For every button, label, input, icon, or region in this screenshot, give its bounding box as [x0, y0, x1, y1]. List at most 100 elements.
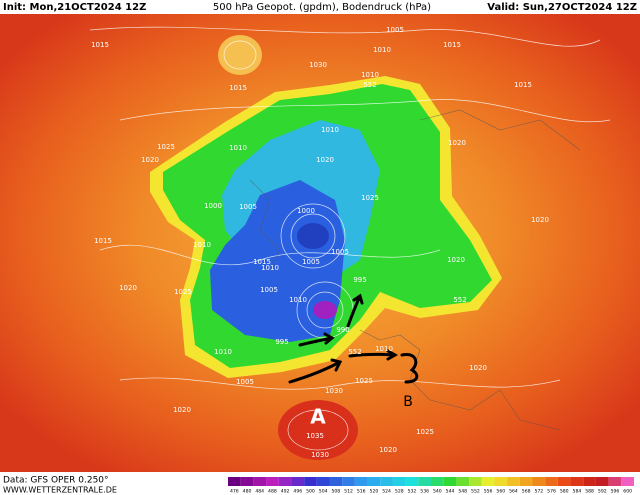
colorbar-swatch: [392, 477, 406, 486]
header-bar: [0, 0, 640, 14]
isobar-label: 1020: [531, 216, 549, 224]
colorbar-label: 576: [547, 489, 556, 495]
coastlines: [249, 109, 581, 431]
colorbar-swatch: [621, 477, 634, 486]
colorbar-swatch: [266, 477, 279, 486]
isobar-label: 1010: [361, 71, 379, 79]
colorbar-swatch: [329, 477, 343, 486]
isobar-label: 1020: [469, 364, 487, 372]
colorbar-label: 532: [408, 489, 417, 495]
colorbar-swatch: [304, 477, 317, 486]
colorbar-label: 580: [560, 489, 569, 495]
isobar-label: 1010: [373, 46, 391, 54]
colorbar-label: 476: [230, 489, 239, 495]
colorbar-label: 556: [484, 489, 493, 495]
isobar-label: 552: [348, 348, 361, 356]
colorbar-swatch: [507, 477, 520, 486]
data-source: Data: GFS OPER 0.250°: [3, 476, 109, 486]
colorbar-label: 492: [281, 489, 290, 495]
isobar-label: 1010: [214, 348, 232, 356]
colorbar-swatch: [405, 477, 419, 486]
isobar-label: 1005: [239, 203, 257, 211]
isobar-label: 1025: [416, 428, 434, 436]
colorbar-swatch: [354, 477, 368, 486]
isobar-label: 1030: [325, 387, 343, 395]
isobar-label: 1015: [94, 237, 112, 245]
hand-drawn-arrows: [288, 293, 419, 384]
annotation: B: [403, 394, 413, 410]
colorbar-label: 528: [395, 489, 404, 495]
colorbar-label: 496: [293, 489, 302, 495]
colorbar-label: 516: [357, 489, 366, 495]
colorbar-swatch: [557, 477, 571, 486]
colorbar-swatch: [316, 477, 330, 486]
isobar-label: 1015: [514, 81, 532, 89]
isobar-label: 1025: [355, 377, 373, 385]
colorbar-swatch: [240, 477, 254, 486]
isobar-label: 1020: [316, 156, 334, 164]
isobar-label: 1035: [306, 432, 324, 440]
colorbar-label: 536: [420, 489, 429, 495]
website: WWW.WETTERZENTRALE.DE: [3, 486, 117, 495]
isobar-label: 1025: [157, 143, 175, 151]
isobar-label: 1005: [302, 258, 320, 266]
colorbar-swatch: [494, 477, 508, 486]
colorbar-label: 508: [331, 489, 340, 495]
colorbar-swatch: [418, 477, 431, 486]
isobar-label: 552: [453, 296, 466, 304]
init-time: Init: Mon,21OCT2024 12Z: [3, 2, 146, 13]
low-core: [313, 301, 337, 319]
isobar-label: 990: [336, 326, 349, 334]
isobar-label: 1020: [447, 256, 465, 264]
colorbar-swatch: [469, 477, 482, 486]
colorbar-label: 524: [382, 489, 391, 495]
isobar-label: 995: [275, 338, 288, 346]
isobar-label: 1010: [321, 126, 339, 134]
colorbar-label: 584: [573, 489, 582, 495]
colorbar-label: 572: [534, 489, 543, 495]
colorbar-swatch: [367, 477, 381, 486]
isobar-label: 1000: [297, 207, 315, 215]
isobar-label: 1030: [311, 451, 329, 459]
isobar-label: 1020: [119, 284, 137, 292]
colorbar-label: 596: [611, 489, 620, 495]
isobar-label: 1010: [289, 296, 307, 304]
colorbar-swatch: [380, 477, 393, 486]
isobar-label: 1005: [386, 26, 404, 34]
isobar-label: 1020: [173, 406, 191, 414]
isobar-label: 1005: [331, 248, 349, 256]
colorbar-label: 504: [319, 489, 328, 495]
isobar-label: 1015: [229, 84, 247, 92]
colorbar-swatch: [443, 477, 457, 486]
colorbar-swatch: [342, 477, 355, 486]
colorbar-label: 600: [623, 489, 632, 495]
colorbar-swatch: [253, 477, 267, 486]
isobar-label: 1020: [141, 156, 159, 164]
colorbar-swatch: [595, 477, 609, 486]
isobar-label: 552: [363, 81, 376, 89]
isobar-label: 1015: [443, 41, 461, 49]
colorbar-label: 564: [509, 489, 518, 495]
colorbar-label: 512: [344, 489, 353, 495]
isobar-label: 1010: [193, 241, 211, 249]
colorbar-label: 520: [370, 489, 379, 495]
colorbar-label: 592: [598, 489, 607, 495]
colorbar-swatch: [545, 477, 558, 486]
colorbar-swatch: [431, 477, 444, 486]
blue-region: [210, 180, 345, 342]
colorbar-swatch: [291, 477, 305, 486]
colorbar-swatch: [481, 477, 495, 486]
isobar-label: 1015: [91, 41, 109, 49]
map-title: 500 hPa Geopot. (gpdm), Bodendruck (hPa): [213, 2, 431, 13]
isobar-label: 1010: [375, 345, 393, 353]
valid-time: Valid: Sun,27OCT2024 12Z: [487, 2, 637, 13]
colorbar-swatch: [456, 477, 470, 486]
colorbar-label: 568: [522, 489, 531, 495]
isobar-label: 1015: [253, 258, 271, 266]
isobar-label: 1025: [361, 194, 379, 202]
colorbar-label: 500: [306, 489, 315, 495]
isobar-label: 1025: [174, 288, 192, 296]
colorbar-swatch: [532, 477, 546, 486]
colorbar: 476 480 484 488 492 496 500 504 508 512 516 520 524 5…: [228, 477, 634, 495]
